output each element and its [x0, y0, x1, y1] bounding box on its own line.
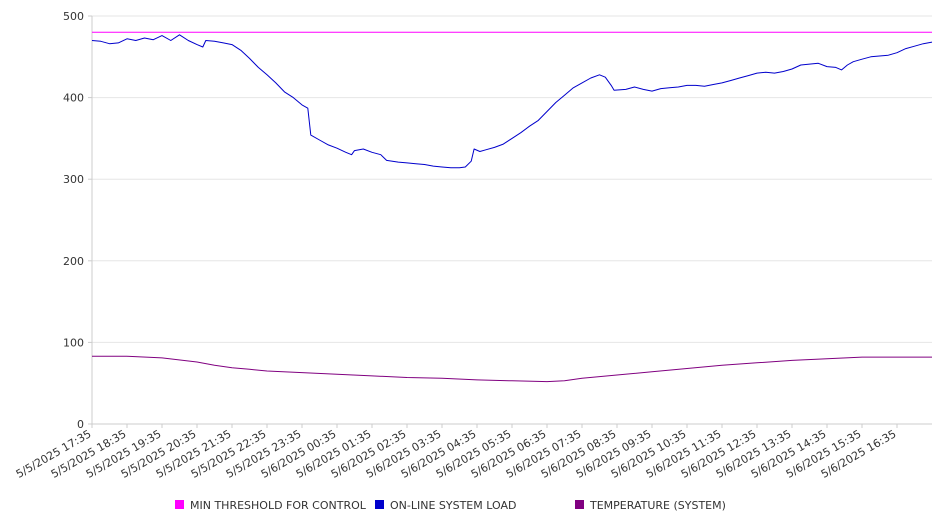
y-tick-label: 500 — [63, 10, 84, 23]
legend-label: TEMPERATURE (SYSTEM) — [589, 499, 726, 512]
y-axis-ticks: 0 100 200 300 400 500 — [63, 10, 92, 431]
series-lines — [91, 31, 933, 383]
y-tick-label: 100 — [63, 336, 84, 349]
axes — [91, 16, 932, 425]
legend-swatch — [375, 500, 384, 509]
y-tick-label: 400 — [63, 92, 84, 105]
legend: MIN THRESHOLD FOR CONTROL ON-LINE SYSTEM … — [175, 499, 726, 512]
legend-label: MIN THRESHOLD FOR CONTROL — [190, 499, 367, 512]
legend-label: ON-LINE SYSTEM LOAD — [390, 499, 516, 512]
y-tick-label: 200 — [63, 255, 84, 268]
x-axis-ticks: 5/5/2025 17:355/5/2025 18:355/5/2025 19:… — [14, 424, 899, 481]
legend-swatch — [575, 500, 584, 509]
legend-swatch — [175, 500, 184, 509]
y-tick-label: 0 — [77, 418, 84, 431]
series-line-on-line-system-load — [91, 34, 933, 169]
gridlines — [92, 15, 932, 343]
series-line-temperature-system — [92, 355, 932, 383]
y-tick-label: 300 — [63, 173, 84, 186]
